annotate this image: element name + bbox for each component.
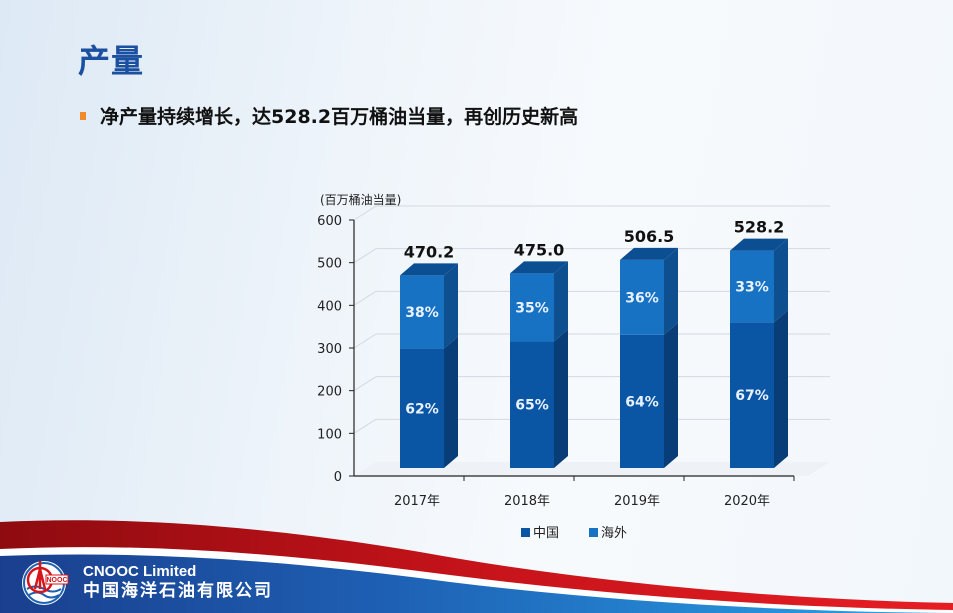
cnooc-logo-icon: NOOC [22,561,69,605]
total-label: 528.2 [734,218,785,237]
x-tick-label: 2020年 [724,494,770,509]
bar-2017年 [400,263,458,468]
share-label-china: 64% [625,394,659,410]
share-label-overseas: 33% [735,279,769,295]
chart-floor [354,462,830,476]
bar-2018年 [510,261,568,468]
y-tick-label: 500 [317,257,342,272]
share-label-china: 67% [735,388,769,404]
x-tick-label: 2018年 [504,494,550,509]
y-tick-label: 300 [317,342,342,357]
bar-2019年 [620,247,678,468]
total-label: 475.0 [514,240,565,259]
bar-segment-overseas [510,273,554,342]
bar-segment-overseas [400,275,444,349]
legend-swatch-1 [589,528,598,537]
share-label-china: 62% [405,401,439,417]
bar-segment-china [400,348,444,468]
y-tick-label: 0 [334,470,342,485]
bullet-text: 净产量持续增长，达528.2百万桶油当量，再创历史新高 [100,106,579,128]
chart-labels: 62% 38% 470.2 2017年 65% 35% 475.0 2018年 64% 36% 50… [394,218,784,509]
bullet-marker [80,111,86,120]
bar-segment-overseas [620,259,664,335]
share-label-overseas: 36% [625,290,659,306]
svg-text:NOOC: NOOC [47,577,68,584]
chart-legend: 中国 海外 [521,526,627,541]
bar-segment-overseas [730,250,774,323]
footer-blue-swoosh [0,554,953,613]
legend-label-0: 中国 [533,526,559,541]
legend-label-1: 海外 [601,526,627,541]
share-label-overseas: 38% [405,305,439,321]
share-label-china: 65% [515,398,549,414]
bar-segment-china [510,341,554,468]
brand-name-cn: 中国海洋石油有限公司 [83,581,273,601]
brand-block: CNOOC Limited 中国海洋石油有限公司 [83,563,273,602]
y-tick-label: 100 [317,427,342,442]
brand-name-en: CNOOC Limited [83,563,197,580]
bullet-point: 净产量持续增长，达528.2百万桶油当量，再创历史新高 [80,102,578,129]
y-tick-label: 200 [317,385,342,400]
y-tick-label: 600 [317,214,342,229]
y-tick-label: 400 [317,299,342,314]
slide-title: 产量 [78,42,145,80]
x-tick-label: 2019年 [614,494,660,509]
bar-2020年 [730,238,788,468]
legend-swatch-0 [521,528,530,537]
total-label: 506.5 [624,227,675,246]
x-tick-label: 2017年 [394,494,440,509]
bar-segment-china [620,334,664,468]
bar-segment-china [730,322,774,468]
total-label: 470.2 [404,242,455,261]
y-axis-unit-label: (百万桶油当量) [320,192,401,207]
chart-axes: 0 100 200 300 400 500 600 (百万桶油当量) [317,192,795,485]
share-label-overseas: 35% [515,300,549,316]
chart-bars [400,238,788,468]
